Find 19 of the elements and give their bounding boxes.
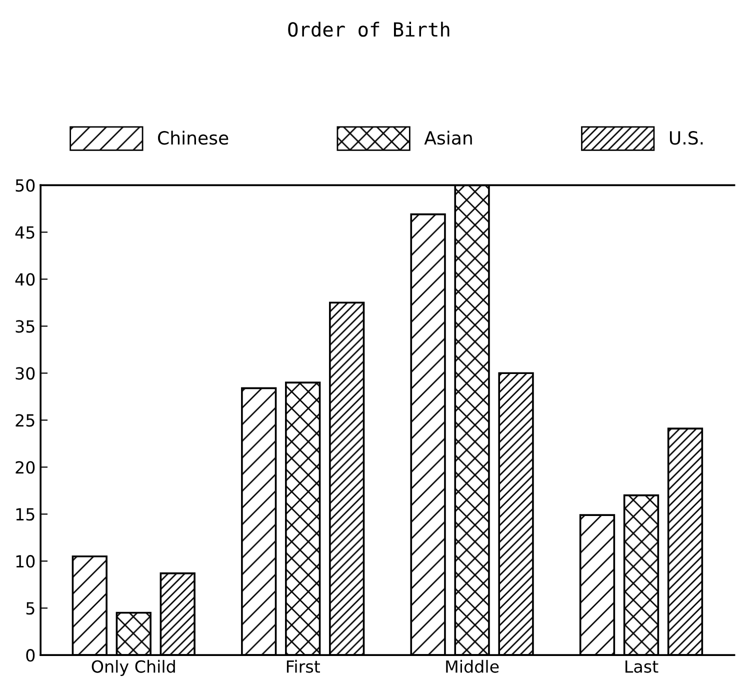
y-tick-label: 50 <box>16 179 35 192</box>
y-tick-label: 40 <box>15 273 35 286</box>
y-tick-label: 35 <box>16 320 34 333</box>
y-tick-label: 25 <box>16 414 34 427</box>
y-tick-label: 20 <box>16 461 35 474</box>
y-tick-label: 45 <box>15 226 34 239</box>
legend-label: U.S. <box>670 131 703 145</box>
y-tick-label: 15 <box>16 508 34 521</box>
y-tick-label: 10 <box>16 555 35 568</box>
chart-title: Order of Birth <box>288 22 450 37</box>
x-tick-label: First <box>286 660 320 673</box>
legend-label: Asian <box>424 130 472 145</box>
x-tick-label: Only Child <box>92 660 175 676</box>
y-tick-label: 5 <box>26 602 34 615</box>
legend-label: Chinese <box>158 130 228 145</box>
y-tick-label: 0 <box>26 649 35 662</box>
y-tick-label: 30 <box>16 367 35 380</box>
x-tick-label: Middle <box>446 660 499 673</box>
x-tick-label: Last <box>626 660 658 673</box>
